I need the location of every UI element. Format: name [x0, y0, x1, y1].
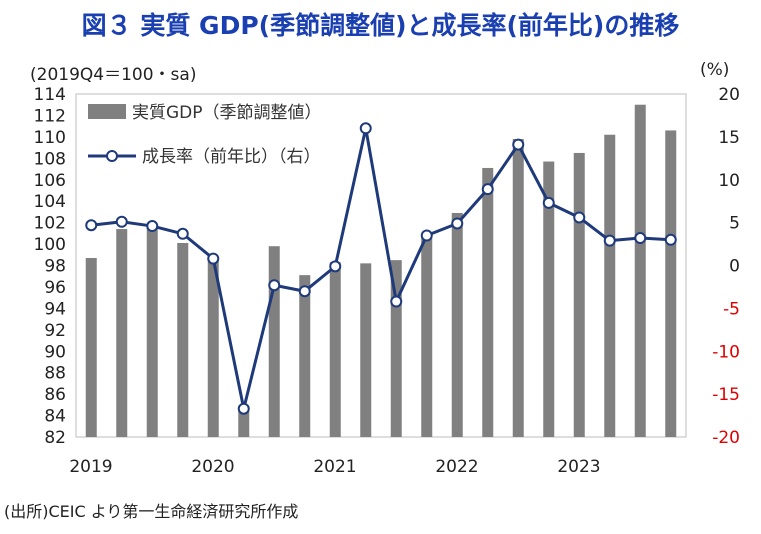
left-tick-82: 82 [44, 428, 66, 448]
left-tick-86: 86 [44, 385, 66, 405]
right-tick--10: -10 [712, 342, 740, 362]
left-tick-100: 100 [34, 235, 66, 255]
gdp-bar-2019Q1 [85, 257, 97, 437]
gdp-bar-2023Q4 [665, 130, 677, 437]
gdp-bar-2021Q2 [360, 263, 372, 437]
plot-frame [75, 93, 687, 438]
growth-point-2021Q4 [420, 229, 433, 242]
growth-point-2019Q2 [115, 215, 128, 228]
source-note: (出所)CEIC より第一生命経済研究所作成 [4, 502, 299, 521]
right-tick-10: 10 [718, 171, 740, 191]
growth-point-2023Q2 [603, 234, 616, 247]
left-tick-92: 92 [44, 321, 66, 341]
legend: 実質GDP（季節調整値） 成長率（前年比）（右） [88, 103, 322, 167]
left-tick-106: 106 [34, 171, 66, 191]
left-tick-104: 104 [34, 192, 66, 212]
growth-point-2019Q1 [85, 219, 98, 232]
gdp-bar-2021Q4 [421, 237, 433, 437]
gdp-bar-2023Q1 [573, 152, 585, 437]
gdp-bar-2019Q4 [177, 242, 189, 437]
left-axis-unit: (2019Q4＝100・sa) [30, 65, 197, 85]
gdp-bar-2020Q1 [207, 256, 219, 437]
growth-point-2022Q4 [542, 196, 555, 209]
legend-bar-swatch [88, 104, 126, 119]
growth-point-2023Q3 [634, 232, 647, 245]
left-tick-114: 114 [34, 85, 66, 105]
gdp-bar-2022Q3 [512, 139, 524, 438]
right-tick--5: -5 [723, 299, 740, 319]
left-tick-98: 98 [44, 257, 66, 277]
growth-point-2023Q1 [573, 211, 586, 224]
left-axis-ticks: 8284868890929496981001021041061081101121… [34, 85, 66, 448]
growth-point-2021Q2 [359, 122, 372, 135]
x-tick-2022: 2022 [435, 457, 478, 477]
bar-series-gdp [85, 104, 677, 438]
left-tick-94: 94 [44, 299, 66, 319]
gdp-bar-2020Q4 [299, 275, 311, 437]
legend-label-gdp: 実質GDP（季節調整値） [132, 103, 322, 123]
gdp-bar-2022Q4 [543, 161, 555, 437]
x-tick-2019: 2019 [69, 457, 112, 477]
growth-point-2019Q4 [176, 227, 189, 240]
right-tick--15: -15 [712, 385, 740, 405]
left-tick-84: 84 [44, 407, 66, 427]
right-tick--20: -20 [712, 428, 740, 448]
x-tick-2020: 2020 [191, 457, 234, 477]
right-tick-5: 5 [729, 214, 740, 234]
chart-title: 図３ 実質 GDP(季節調整値)と成長率(前年比)の推移 [81, 11, 680, 40]
left-tick-110: 110 [34, 128, 66, 148]
growth-point-2022Q1 [451, 217, 464, 230]
right-axis-unit: (%) [700, 60, 730, 80]
gdp-bar-2020Q2 [238, 405, 250, 437]
gdp-bar-2019Q2 [116, 229, 128, 437]
gdp-bar-2023Q3 [634, 104, 646, 437]
legend-line-marker [106, 150, 118, 162]
gdp-bar-2023Q2 [604, 134, 616, 437]
x-tick-2021: 2021 [313, 457, 356, 477]
left-tick-96: 96 [44, 278, 66, 298]
legend-label-growth: 成長率（前年比）（右） [142, 147, 321, 167]
gdp-bar-2021Q3 [390, 260, 402, 437]
x-axis-ticks: 2019 2020 2021 2022 2023 [69, 457, 600, 477]
growth-point-2022Q3 [512, 138, 525, 151]
left-tick-102: 102 [34, 214, 66, 234]
left-tick-108: 108 [34, 149, 66, 169]
growth-point-2020Q1 [207, 252, 220, 265]
growth-point-2021Q1 [329, 260, 342, 273]
left-tick-90: 90 [44, 342, 66, 362]
gdp-bar-2022Q1 [451, 212, 463, 437]
growth-point-2021Q3 [390, 295, 403, 308]
right-axis-ticks: -20 -15 -10 -5 0 5 10 15 20 [712, 85, 740, 448]
x-tick-2023: 2023 [557, 457, 600, 477]
right-tick-0: 0 [729, 257, 740, 277]
line-series-growth [85, 122, 677, 415]
growth-point-2023Q4 [664, 233, 677, 246]
growth-point-2020Q3 [268, 279, 281, 292]
gdp-bar-2019Q3 [146, 227, 158, 437]
left-tick-88: 88 [44, 364, 66, 384]
growth-point-2022Q2 [481, 183, 494, 196]
growth-point-2020Q2 [237, 402, 250, 415]
right-tick-15: 15 [718, 128, 740, 148]
growth-point-2020Q4 [298, 285, 311, 298]
right-tick-20: 20 [718, 85, 740, 105]
left-tick-112: 112 [34, 106, 66, 126]
gdp-bar-2021Q1 [329, 262, 341, 437]
gdp-bar-2020Q3 [268, 246, 280, 437]
growth-point-2019Q3 [146, 220, 159, 233]
gdp-bar-2022Q2 [482, 167, 494, 437]
